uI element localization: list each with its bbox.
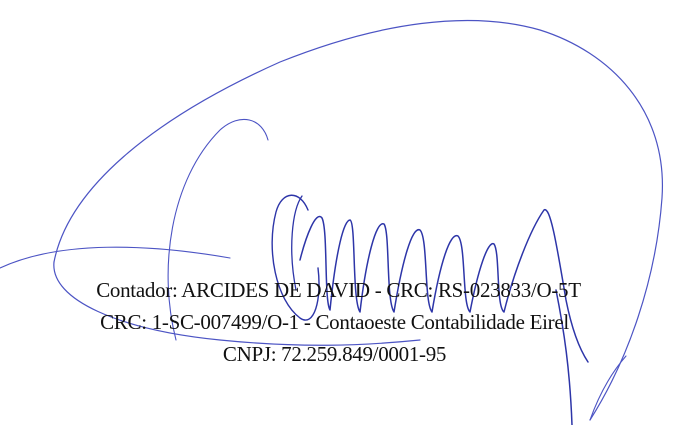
accountant-stamp: Contador: ARCIDES DE DAVID - CRC: RS-023… bbox=[0, 274, 677, 370]
signature-initial-stroke bbox=[271, 194, 320, 321]
signature-descender bbox=[555, 289, 573, 425]
stamp-line-accountant: Contador: ARCIDES DE DAVID - CRC: RS-023… bbox=[96, 278, 581, 302]
signature-humps bbox=[299, 209, 589, 363]
signature-left-flourish bbox=[0, 246, 231, 269]
signature-tail-stroke bbox=[53, 261, 421, 346]
signature-inner-loop bbox=[167, 118, 269, 341]
signature-initial-stroke-2 bbox=[291, 195, 303, 291]
signature-descender-2 bbox=[589, 355, 627, 421]
signature-outer-loop bbox=[53, 19, 663, 421]
stamp-line-crc-company: CRC: 1-SC-007499/O-1 - Contaoeste Contab… bbox=[100, 310, 569, 334]
stamp-line-cnpj: CNPJ: 72.259.849/0001-95 bbox=[222, 342, 447, 366]
